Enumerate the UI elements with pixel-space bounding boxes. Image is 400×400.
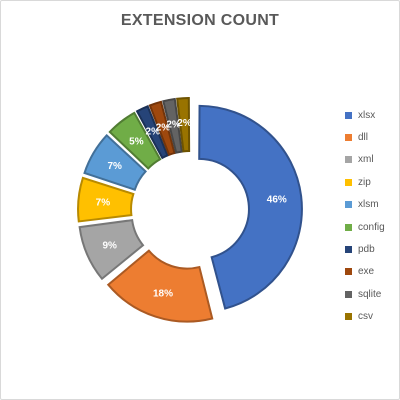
slice-exe xyxy=(148,100,176,157)
chart-legend: xlsx dll xml zip xlsm config pdb exe sqlite csv xyxy=(345,104,385,328)
legend-item-exe: exe xyxy=(345,261,385,283)
legend-label: zip xyxy=(358,176,371,188)
slice-xlsx xyxy=(198,104,303,310)
legend-label: dll xyxy=(358,132,369,144)
legend-item-zip: zip xyxy=(345,171,385,193)
legend-item-dll: dll xyxy=(345,126,385,148)
legend-item-config: config xyxy=(345,216,385,238)
legend-label: xml xyxy=(358,154,374,166)
legend-swatch xyxy=(345,111,352,119)
legend-swatch xyxy=(345,134,352,142)
legend-swatch xyxy=(345,246,352,254)
slice-csv xyxy=(176,97,191,153)
data-label-csv: 2% xyxy=(177,118,192,129)
legend-swatch xyxy=(345,290,352,298)
legend-label: xlsm xyxy=(358,199,379,211)
slice-xlsm xyxy=(83,133,148,191)
data-label-exe: 2% xyxy=(156,122,171,133)
legend-label: config xyxy=(358,221,385,233)
legend-label: csv xyxy=(358,311,373,323)
data-label-config: 5% xyxy=(129,136,144,147)
legend-swatch xyxy=(345,313,352,321)
legend-swatch xyxy=(345,156,352,164)
slice-xml xyxy=(78,219,145,281)
legend-label: pdb xyxy=(358,244,375,256)
data-label-xml: 9% xyxy=(102,240,117,251)
legend-item-xlsx: xlsx xyxy=(345,104,385,126)
data-label-dll: 18% xyxy=(153,289,173,300)
legend-item-sqlite: sqlite xyxy=(345,283,385,305)
slice-sqlite xyxy=(162,97,183,154)
legend-swatch xyxy=(345,223,352,231)
legend-item-csv: csv xyxy=(345,306,385,328)
slice-pdb xyxy=(135,105,169,160)
legend-swatch xyxy=(345,201,352,209)
legend-item-xml: xml xyxy=(345,149,385,171)
legend-item-pdb: pdb xyxy=(345,238,385,260)
data-label-pdb: 2% xyxy=(146,126,161,137)
slice-config xyxy=(108,111,162,170)
data-label-sqlite: 2% xyxy=(166,120,181,131)
data-label-xlsm: 7% xyxy=(107,161,122,172)
data-label-zip: 7% xyxy=(96,197,111,208)
legend-swatch xyxy=(345,178,352,186)
legend-swatch xyxy=(345,268,352,276)
slice-zip xyxy=(77,176,135,223)
slice-dll xyxy=(106,249,214,323)
legend-item-xlsm: xlsm xyxy=(345,194,385,216)
legend-label: sqlite xyxy=(358,288,382,300)
legend-label: exe xyxy=(358,266,375,278)
legend-label: xlsx xyxy=(358,109,376,121)
data-label-xlsx: 46% xyxy=(267,195,287,206)
chart-title: EXTENSION COUNT xyxy=(120,12,280,29)
